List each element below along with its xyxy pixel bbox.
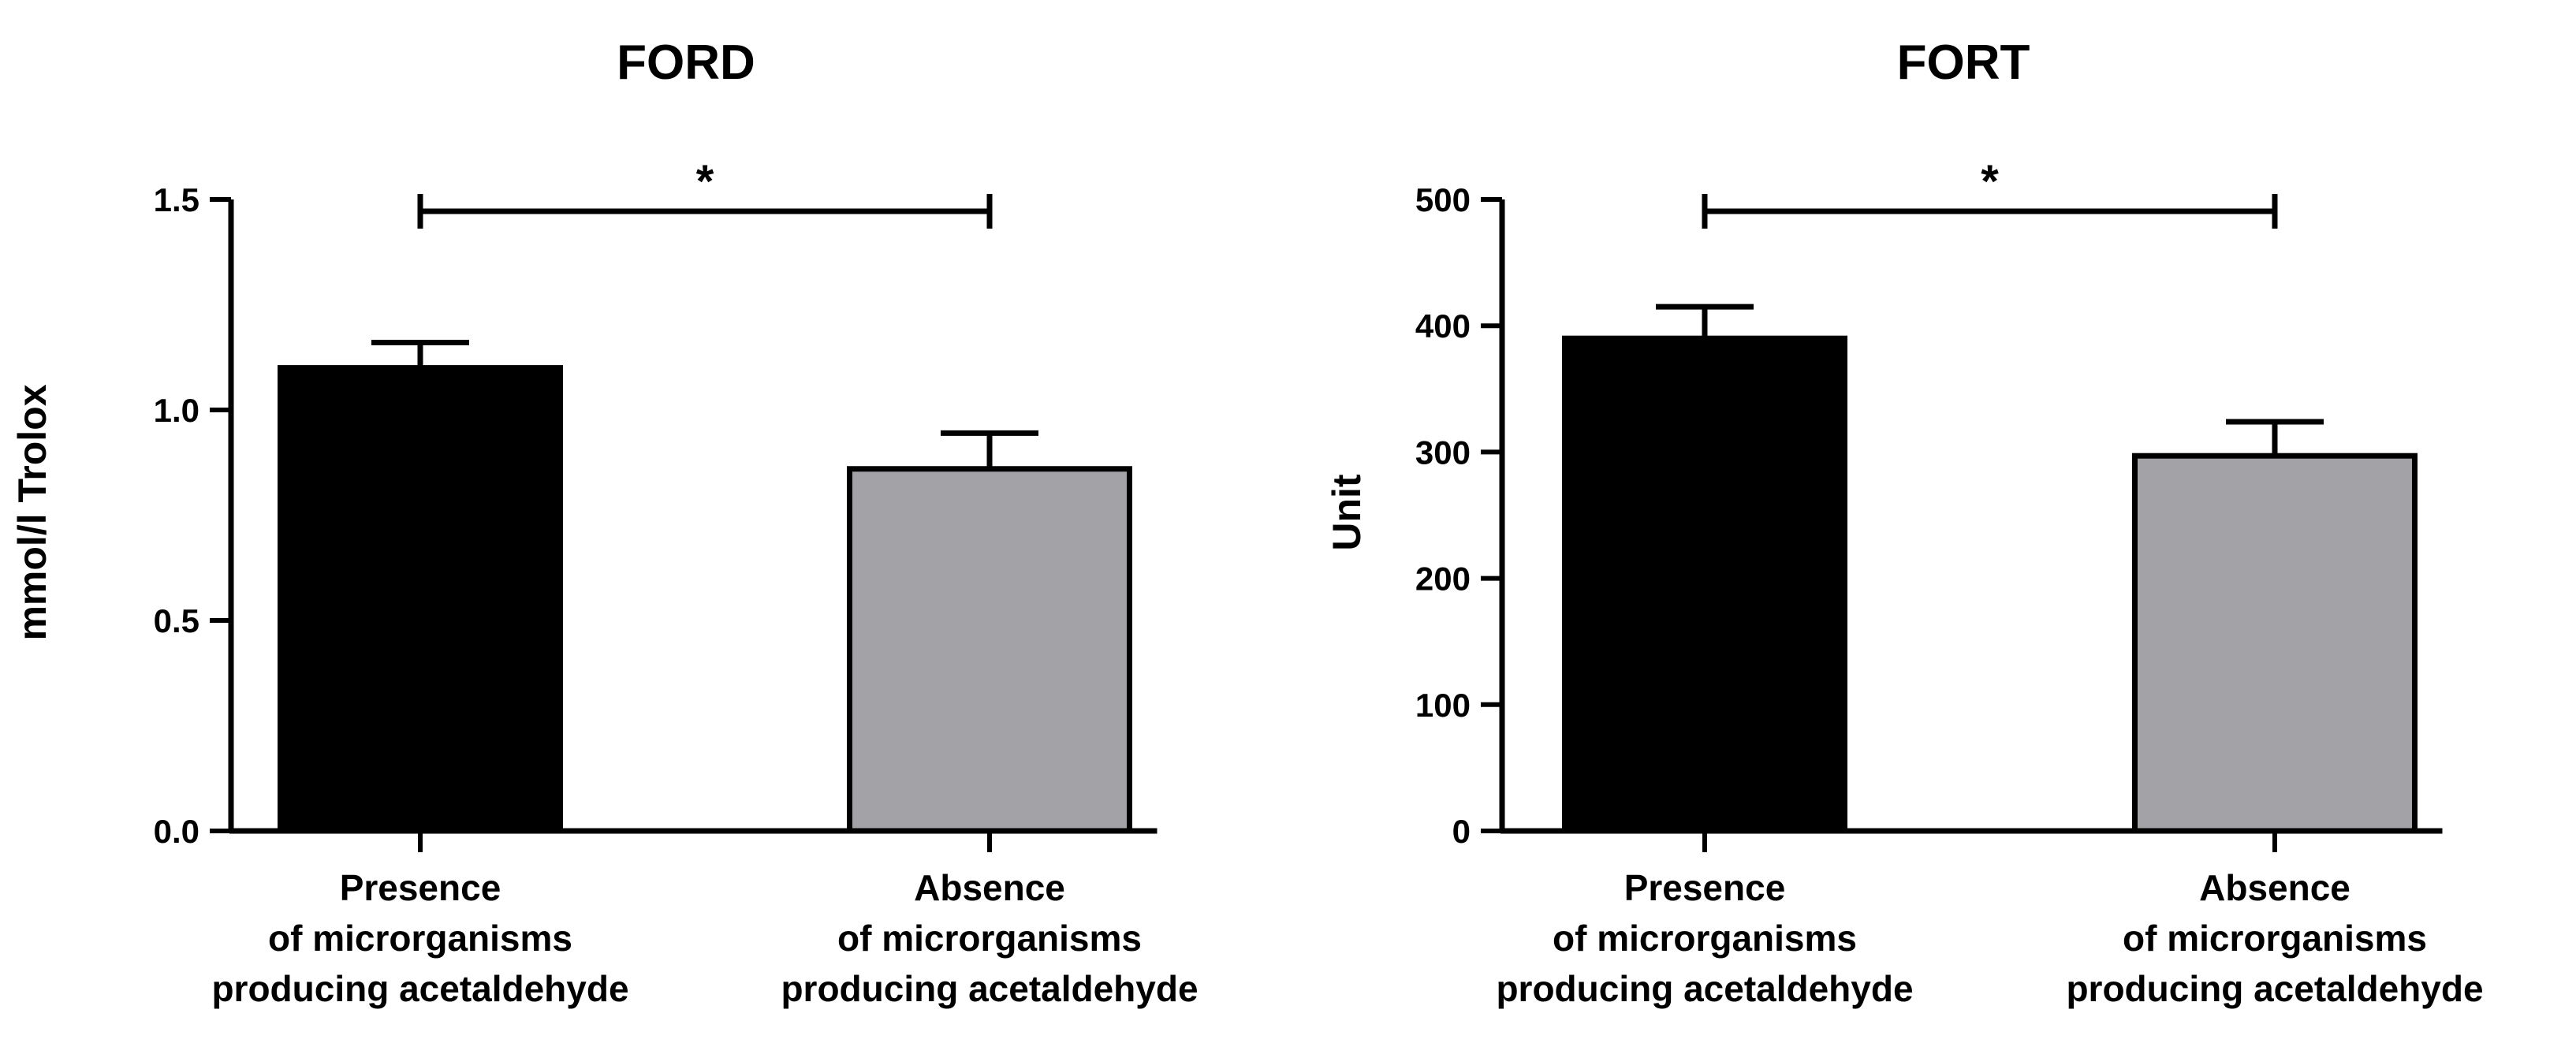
significance-marker: *	[1981, 156, 1999, 207]
chart-panel-1: FORD mmol/l Trolox 0.0 0.5 1.0 1.5 Presence of …	[10, 35, 1199, 1009]
y-tick-label: 0.5	[154, 602, 199, 639]
bar-2	[847, 466, 1132, 834]
x-tick-label-2: Absence of microrganisms producing acetald…	[2066, 867, 2483, 1009]
x-tick-label-1: Presence of microrganisms producing acetal…	[211, 867, 628, 1009]
x-tick-label-line: Absence	[914, 867, 1065, 908]
x-tick-label-line: producing acetaldehyde	[1496, 968, 1913, 1009]
bar-1	[1562, 335, 1847, 834]
x-tick-label-line: of microrganisms	[1553, 918, 1857, 959]
y-axis-label: Unit	[1325, 474, 1369, 551]
y-tick-label: 0	[1452, 813, 1471, 850]
x-tick-label-line: producing acetaldehyde	[211, 968, 628, 1009]
x-tick-label-line: Absence	[2199, 867, 2350, 908]
x-tick-label-line: producing acetaldehyde	[781, 968, 1198, 1009]
y-tick-label: 400	[1415, 307, 1471, 345]
bar-2	[2132, 453, 2418, 834]
x-tick-label-2: Absence of microrganisms producing acetald…	[781, 867, 1198, 1009]
x-tick-label-line: of microrganisms	[837, 918, 1142, 959]
y-tick-label: 100	[1415, 687, 1471, 724]
y-tick-label: 1.5	[154, 181, 199, 218]
significance-marker: *	[696, 156, 714, 207]
chart-title: FORT	[1897, 35, 2030, 90]
x-tick-label-1: Presence of microrganisms producing acetal…	[1496, 867, 1913, 1009]
x-tick-label-line: of microrganisms	[2123, 918, 2427, 959]
x-tick-label-line: Presence	[1624, 867, 1786, 908]
x-tick-label-line: Presence	[340, 867, 501, 908]
y-tick-label: 500	[1415, 181, 1471, 218]
y-tick-label: 0.0	[154, 813, 199, 850]
y-tick-label: 1.0	[154, 392, 199, 429]
x-tick-label-line: of microrganisms	[268, 918, 572, 959]
bar-1	[278, 365, 563, 834]
y-tick-label: 200	[1415, 561, 1471, 598]
chart-title: FORD	[617, 35, 755, 90]
chart-panel-2: FORT Unit 0 100 200 300 400 500 Presence of micro…	[1325, 35, 2484, 1009]
y-tick-label: 300	[1415, 434, 1471, 471]
y-axis-label: mmol/l Trolox	[10, 384, 54, 640]
x-tick-label-line: producing acetaldehyde	[2066, 968, 2483, 1009]
